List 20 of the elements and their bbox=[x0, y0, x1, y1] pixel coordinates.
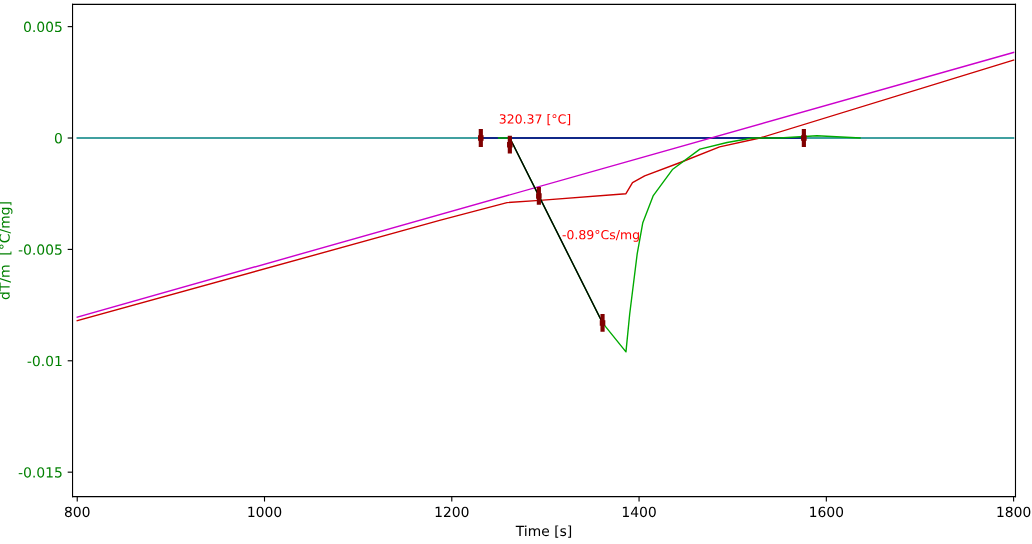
y-tick-label: 0 bbox=[54, 132, 62, 144]
point bbox=[536, 193, 542, 199]
x-tick-label: 1400 bbox=[622, 506, 656, 518]
x-tick-label: 800 bbox=[64, 506, 90, 518]
x-tick-label: 1600 bbox=[810, 506, 844, 518]
x-axis-title: Time [s] bbox=[515, 525, 572, 538]
point bbox=[507, 141, 513, 148]
y-tick-label: 0.005 bbox=[23, 21, 62, 33]
x-tick-label: 1200 bbox=[435, 506, 469, 518]
y-tick-label: -0.005 bbox=[18, 244, 62, 255]
annotation: -0.89°Cs/mg bbox=[562, 229, 639, 242]
annotation: 320.37 [°C] bbox=[499, 114, 571, 126]
point bbox=[801, 135, 807, 141]
y-tick-label: -0.015 bbox=[18, 467, 62, 478]
y-axis-title: dT/m [°C/mg] bbox=[0, 202, 13, 300]
point bbox=[599, 320, 606, 326]
point bbox=[478, 135, 484, 141]
y-tick-label: -0.01 bbox=[27, 355, 62, 367]
x-tick-label: 1000 bbox=[248, 506, 282, 518]
x-tick-label: 1800 bbox=[997, 506, 1031, 518]
